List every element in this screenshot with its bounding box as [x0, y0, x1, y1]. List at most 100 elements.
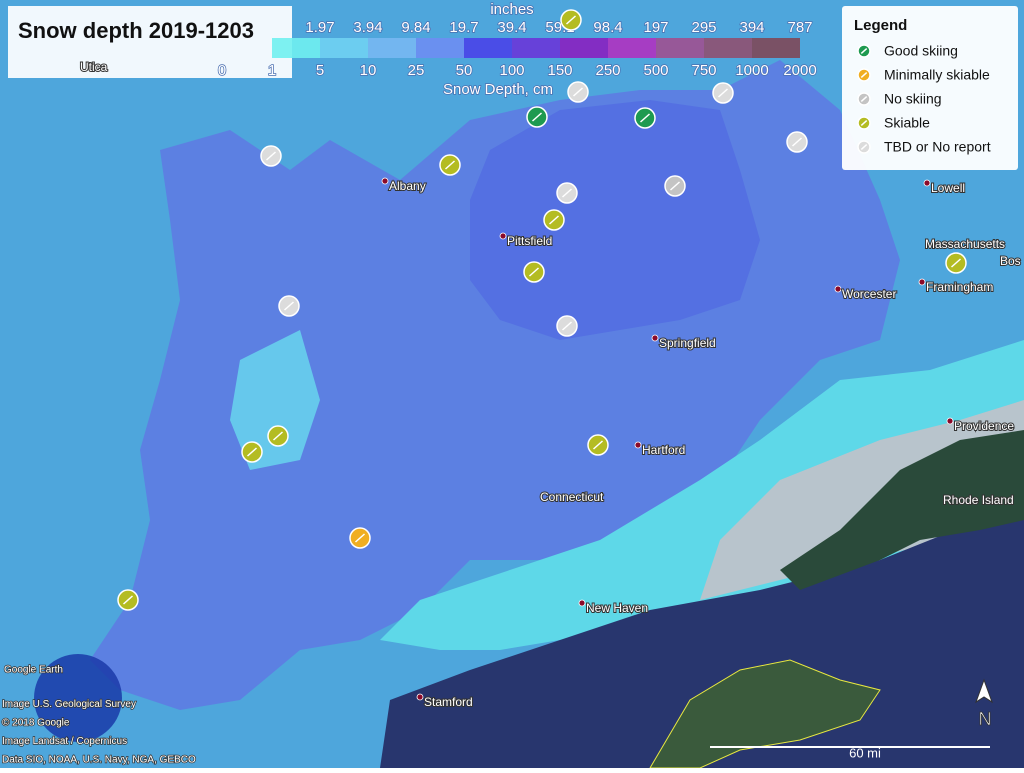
city-dot	[946, 417, 954, 425]
place-label: Bos	[1000, 254, 1021, 268]
colorbar-swatch	[656, 38, 704, 58]
colorbar-cm-label: 150	[547, 62, 572, 79]
place-label: Massachusetts	[925, 237, 1005, 251]
ski-icon	[266, 151, 276, 161]
colorbar-swatch	[704, 38, 752, 58]
city-dot	[578, 599, 586, 607]
shallow-snow-region	[230, 330, 320, 470]
ski-icon	[562, 188, 572, 198]
ski-icon	[562, 321, 572, 331]
city-dot	[381, 177, 389, 185]
colorbar-units: inches	[490, 1, 533, 18]
north-arrow	[975, 678, 993, 704]
colorbar-inch-label: 98.4	[593, 19, 622, 36]
colorbar-cm-label: 1	[268, 62, 276, 79]
colorbar-inch-label: 19.7	[449, 19, 478, 36]
ski-icon	[670, 181, 680, 191]
colorbar-cm-label: 0	[218, 62, 226, 79]
colorbar-inch-label: 9.84	[401, 19, 430, 36]
credit-line: Image Landsat / Copernicus	[2, 736, 127, 747]
colorbar-swatch	[752, 38, 800, 58]
credit-line: Data SIO, NOAA, U.S. Navy, NGA, GEBCO	[2, 755, 196, 766]
coastal-light-snow	[380, 340, 1024, 650]
colorbar-cm-label: 50	[456, 62, 473, 79]
place-label: Rhode Island	[943, 493, 1014, 507]
colorbar-swatch	[416, 38, 464, 58]
colorbar-cm-label: 1000	[735, 62, 768, 79]
ski-icon	[860, 120, 868, 126]
place-label: Albany	[389, 179, 426, 193]
ski-icon	[860, 144, 868, 150]
colorbar-cm-label: 2000	[783, 62, 816, 79]
noaa-logo	[34, 654, 122, 742]
place-label: Stamford	[424, 695, 473, 709]
ski-icon	[445, 160, 455, 170]
colorbar-swatch	[272, 38, 320, 58]
colorbar-swatch	[560, 38, 608, 58]
legend-title: Legend	[854, 17, 907, 34]
colorbar-cm-label: 100	[499, 62, 524, 79]
legend-box	[842, 6, 1018, 170]
colorbar-swatch	[608, 38, 656, 58]
ski-icon	[860, 72, 868, 78]
city-dot	[634, 441, 642, 449]
legend-label: Minimally skiable	[884, 67, 990, 83]
ski-icon	[566, 15, 576, 25]
ski-icon	[573, 87, 583, 97]
ski-icon	[123, 595, 133, 605]
legend-label: No skiing	[884, 91, 942, 107]
colorbar-cm-label: 500	[643, 62, 668, 79]
colorbar-inch-label: 394	[739, 19, 764, 36]
credit-line: © 2018 Google	[2, 718, 70, 729]
legend-label: Good skiing	[884, 43, 958, 59]
colorbar-cm-label: 5	[316, 62, 324, 79]
deep-snow-region	[470, 100, 760, 340]
city-dot	[499, 232, 507, 240]
title-box	[8, 6, 292, 78]
ski-icon	[860, 48, 868, 54]
colorbar-cm-label: 25	[408, 62, 425, 79]
colorbar-inch-label: 1.97	[305, 19, 334, 36]
scale-label: 60 mi	[849, 745, 881, 760]
google-earth-logo: Google Earth	[4, 665, 63, 676]
ski-icon	[792, 137, 802, 147]
city-dot	[923, 179, 931, 187]
ski-icon	[284, 301, 294, 311]
colorbar-swatch	[512, 38, 560, 58]
place-label: Lowell	[931, 181, 965, 195]
colorbar-swatch	[464, 38, 512, 58]
coastline-land	[780, 430, 1024, 590]
colorbar-caption: Snow Depth, cm	[443, 81, 553, 98]
ski-icon	[529, 267, 539, 277]
legend-label: TBD or No report	[884, 139, 991, 155]
place-label: New Haven	[586, 601, 648, 615]
colorbar-cm-label: 750	[691, 62, 716, 79]
city-dot	[834, 285, 842, 293]
ski-icon	[593, 440, 603, 450]
ski-icon	[247, 447, 257, 457]
ski-icon	[273, 431, 283, 441]
legend-label: Skiable	[884, 115, 930, 131]
city-dot	[416, 693, 424, 701]
place-label: Worcester	[842, 287, 896, 301]
island	[649, 659, 881, 769]
place-label: Utica	[80, 60, 108, 74]
place-label: Providence	[954, 419, 1014, 433]
colorbar-cm-label: 250	[595, 62, 620, 79]
north-label: N	[979, 709, 992, 729]
ski-icon	[951, 258, 961, 268]
ski-icon	[860, 96, 868, 102]
colorbar-cm-label: 10	[360, 62, 377, 79]
scale-bar	[710, 746, 990, 748]
place-label: Hartford	[642, 443, 685, 457]
credit-line: Image U.S. Geological Survey	[2, 699, 136, 710]
colorbar-inch-label: 3.94	[353, 19, 382, 36]
colorbar-swatch	[320, 38, 368, 58]
place-label: Framingham	[926, 280, 993, 294]
place-label: Pittsfield	[507, 234, 552, 248]
city-dot	[918, 278, 926, 286]
colorbar-inch-label: 197	[643, 19, 668, 36]
ski-icon	[549, 215, 559, 225]
ski-icon	[355, 533, 365, 543]
